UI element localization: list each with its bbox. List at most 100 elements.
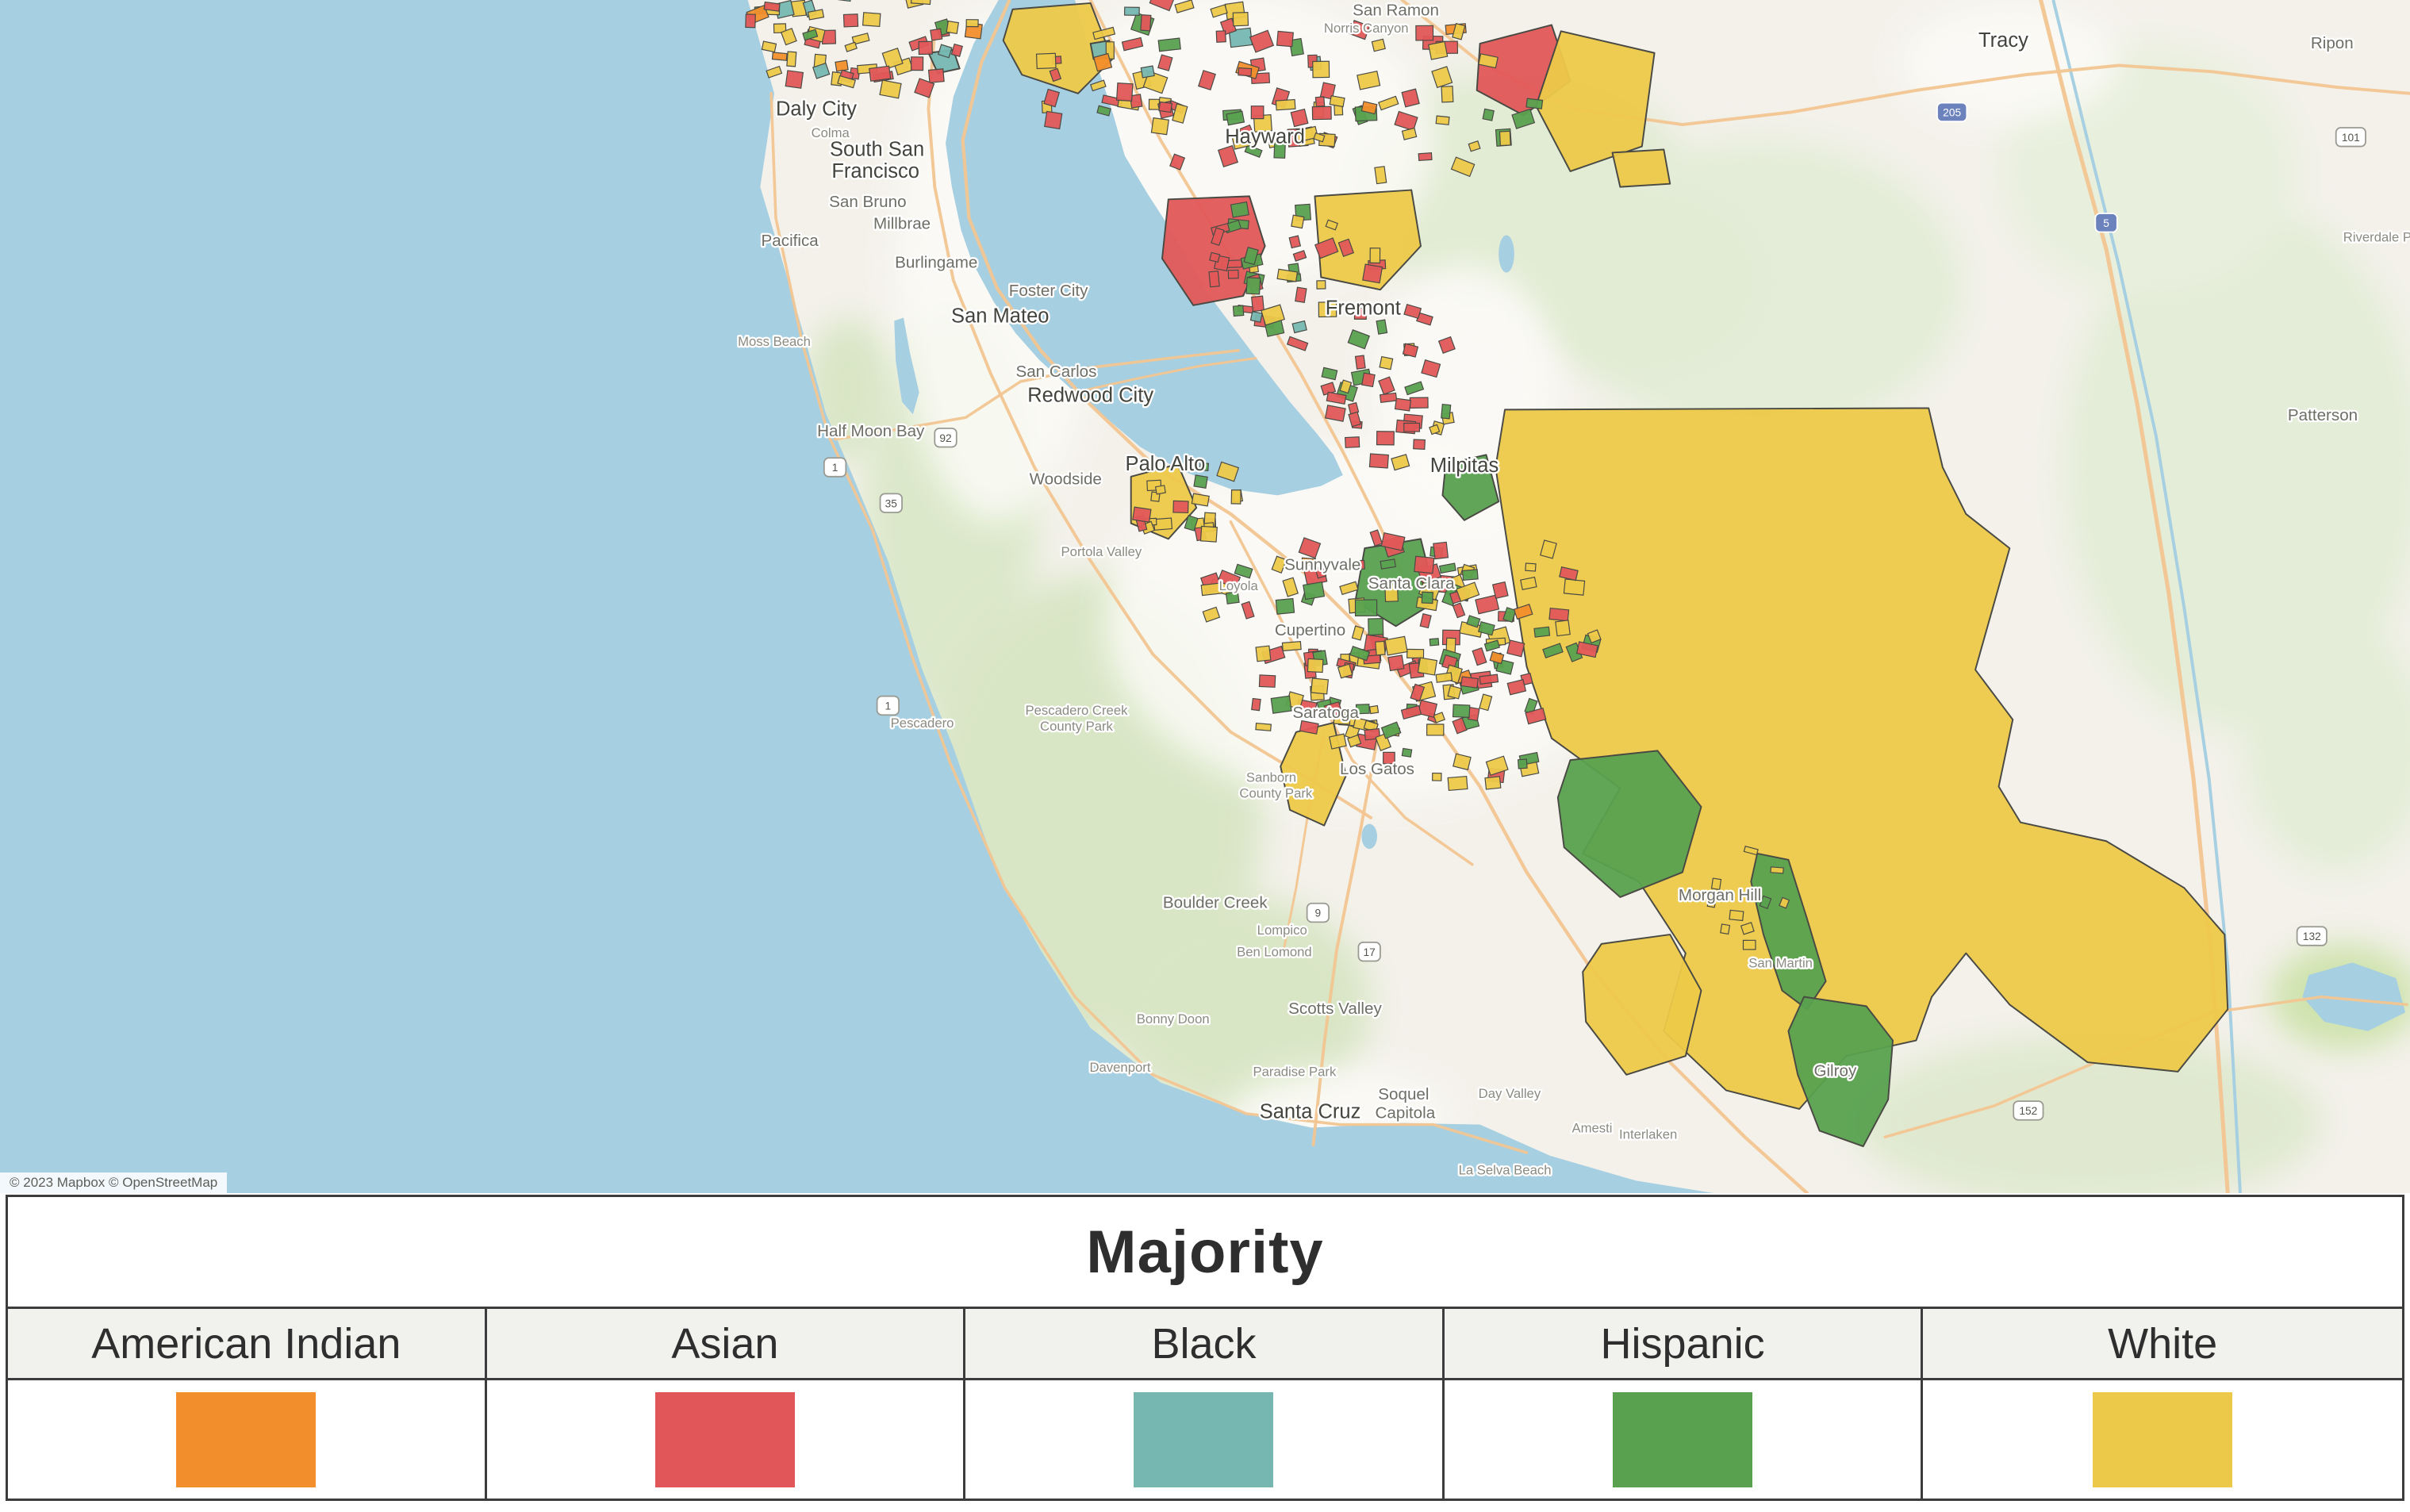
- census-tract[interactable]: [1251, 295, 1264, 313]
- census-tract[interactable]: [1428, 40, 1449, 60]
- census-tract[interactable]: [1384, 583, 1399, 602]
- census-tract[interactable]: [1452, 22, 1466, 40]
- census-tract[interactable]: [1337, 238, 1355, 257]
- census-tract[interactable]: [1587, 629, 1602, 644]
- region-pleasanton[interactable]: [1611, 148, 1671, 188]
- census-tract[interactable]: [1452, 717, 1468, 735]
- census-tract[interactable]: [1121, 36, 1144, 52]
- census-tract[interactable]: [1158, 101, 1172, 113]
- census-tract[interactable]: [1380, 721, 1402, 739]
- census-tract[interactable]: [807, 9, 825, 21]
- census-tract[interactable]: [1314, 566, 1327, 579]
- census-tract[interactable]: [1329, 94, 1345, 108]
- census-tract[interactable]: [1506, 678, 1527, 696]
- census-tract[interactable]: [1273, 141, 1286, 159]
- census-tract[interactable]: [1376, 319, 1388, 335]
- census-tract[interactable]: [1499, 130, 1511, 147]
- census-tract[interactable]: [1380, 558, 1396, 570]
- census-tract[interactable]: [1426, 723, 1445, 736]
- census-tract[interactable]: [1043, 88, 1061, 108]
- census-tract[interactable]: [965, 19, 979, 28]
- census-tract[interactable]: [1369, 248, 1381, 264]
- region-dublin[interactable]: [1535, 30, 1656, 172]
- census-tract[interactable]: [1215, 30, 1226, 43]
- census-tract[interactable]: [1506, 639, 1525, 658]
- census-tract[interactable]: [1301, 557, 1316, 567]
- census-tract[interactable]: [1354, 355, 1366, 370]
- census-tract[interactable]: [1483, 639, 1501, 652]
- census-tract[interactable]: [1339, 581, 1359, 596]
- census-tract[interactable]: [1355, 559, 1365, 570]
- census-tract[interactable]: [1216, 461, 1240, 482]
- census-tract[interactable]: [1431, 66, 1453, 89]
- census-tract[interactable]: [1313, 132, 1326, 143]
- census-tract[interactable]: [1379, 392, 1398, 404]
- census-tract[interactable]: [950, 43, 964, 58]
- census-tract[interactable]: [1429, 638, 1440, 647]
- census-tract[interactable]: [1200, 582, 1222, 597]
- census-tract[interactable]: [1742, 939, 1756, 950]
- census-tract[interactable]: [1347, 329, 1371, 350]
- census-tract[interactable]: [1429, 424, 1441, 436]
- census-tract[interactable]: [1149, 0, 1176, 12]
- census-tract[interactable]: [1311, 677, 1330, 695]
- census-tract[interactable]: [1319, 82, 1336, 100]
- census-tract[interactable]: [1035, 52, 1057, 70]
- census-tract[interactable]: [1410, 683, 1426, 702]
- census-tract[interactable]: [1282, 577, 1299, 597]
- census-tract[interactable]: [1276, 30, 1294, 48]
- census-tract[interactable]: [1316, 280, 1326, 290]
- census-tract[interactable]: [1123, 6, 1140, 17]
- census-tract[interactable]: [879, 79, 902, 99]
- census-tract[interactable]: [745, 13, 756, 29]
- census-tract[interactable]: [1452, 704, 1471, 719]
- census-tract[interactable]: [1339, 379, 1353, 394]
- census-tract[interactable]: [1328, 733, 1347, 750]
- census-tract[interactable]: [1349, 646, 1371, 662]
- census-tract[interactable]: [1378, 95, 1399, 111]
- census-tract[interactable]: [1096, 105, 1111, 117]
- census-tract[interactable]: [910, 0, 932, 6]
- census-tract[interactable]: [1157, 37, 1181, 52]
- census-tract[interactable]: [1243, 246, 1259, 266]
- census-tract[interactable]: [1238, 67, 1253, 77]
- census-tract[interactable]: [1375, 640, 1386, 656]
- census-tract[interactable]: [1288, 37, 1304, 57]
- census-tract[interactable]: [1318, 301, 1337, 318]
- census-tract[interactable]: [1433, 541, 1449, 560]
- census-tract[interactable]: [1435, 115, 1450, 125]
- census-tract[interactable]: [1525, 562, 1537, 572]
- census-tract[interactable]: [1261, 304, 1286, 326]
- census-tract[interactable]: [1779, 896, 1790, 909]
- census-tract[interactable]: [1270, 695, 1292, 714]
- census-tract[interactable]: [1511, 108, 1536, 129]
- census-tract[interactable]: [1559, 566, 1579, 581]
- legend-swatch-cell-american_indian[interactable]: [8, 1380, 487, 1499]
- census-tract[interactable]: [1307, 658, 1324, 673]
- census-tract[interactable]: [1379, 355, 1394, 370]
- census-tract[interactable]: [1193, 474, 1208, 489]
- census-tract[interactable]: [1417, 657, 1438, 676]
- census-tract[interactable]: [1291, 214, 1305, 229]
- census-tract[interactable]: [869, 65, 892, 82]
- census-tract[interactable]: [1345, 436, 1360, 448]
- census-tract[interactable]: [1199, 525, 1218, 543]
- census-tract[interactable]: [1172, 500, 1189, 514]
- census-tract[interactable]: [1394, 110, 1418, 132]
- census-tract[interactable]: [1520, 576, 1537, 590]
- census-tract[interactable]: [1419, 613, 1432, 629]
- census-tract[interactable]: [1485, 755, 1509, 777]
- census-tract[interactable]: [1115, 83, 1134, 102]
- census-tract[interactable]: [1093, 52, 1113, 72]
- legend-swatch-white[interactable]: [2093, 1391, 2233, 1487]
- census-tract[interactable]: [1172, 103, 1188, 124]
- census-tract[interactable]: [1281, 640, 1302, 652]
- census-tract[interactable]: [910, 56, 924, 71]
- census-tract[interactable]: [881, 48, 904, 70]
- census-tract[interactable]: [1404, 381, 1425, 396]
- census-tract[interactable]: [1401, 747, 1413, 758]
- census-tract[interactable]: [1406, 648, 1425, 659]
- census-tract[interactable]: [1413, 439, 1426, 451]
- legend-header-asian[interactable]: Asian: [486, 1309, 966, 1380]
- census-tract[interactable]: [1295, 125, 1319, 143]
